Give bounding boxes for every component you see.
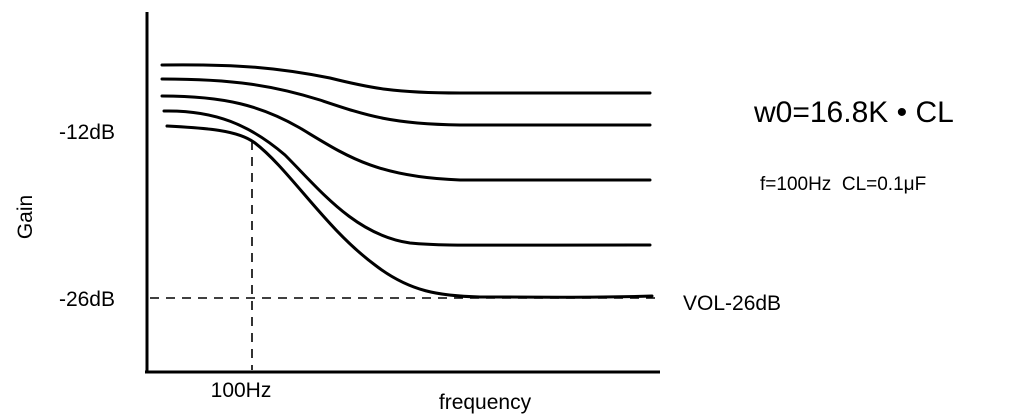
conditions-label: f=100Hz CL=0.1μF <box>760 174 926 195</box>
y-tick-label-low: -26dB <box>59 288 115 311</box>
gain-curve-5 <box>165 124 654 299</box>
y-axis-label: Gain <box>14 195 37 239</box>
y-tick-label-high: -12dB <box>59 121 115 144</box>
gain-curve-1 <box>160 63 652 95</box>
x-tick-label: 100Hz <box>211 379 272 402</box>
x-axis-label: frequency <box>439 391 532 414</box>
gain-curve-3 <box>160 94 652 182</box>
formula-label: w0=16.8K • CL <box>753 96 954 129</box>
gain-curve-4 <box>162 109 652 247</box>
gain-curve-2 <box>160 77 652 127</box>
floor-label: VOL-26dB <box>683 292 781 315</box>
